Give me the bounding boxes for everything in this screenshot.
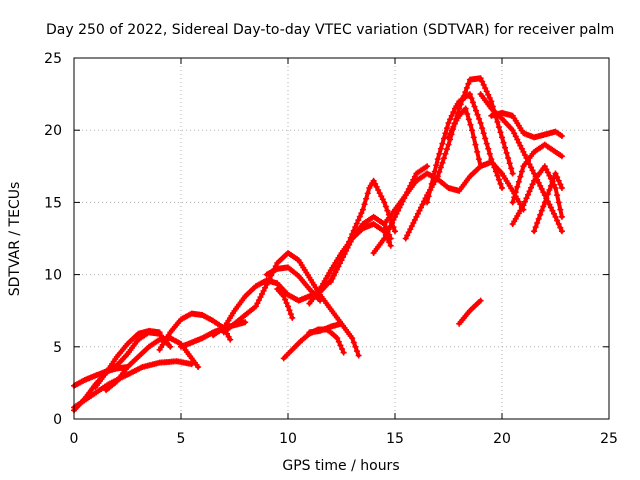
x-axis-label: GPS time / hours [282, 458, 399, 474]
plus-markers [488, 109, 565, 141]
series-arc-21 [445, 105, 484, 170]
y-tick-label: 20 [44, 123, 62, 139]
plot-frame [73, 57, 610, 420]
x-tick-label: 5 [177, 431, 186, 447]
series-arc-26 [509, 163, 565, 228]
series-arc-24 [488, 109, 565, 141]
plus-markers [381, 158, 527, 228]
plus-markers [306, 320, 362, 359]
y-tick-label: 10 [44, 268, 62, 284]
series-arc-05 [103, 335, 202, 394]
series-arc-04 [92, 327, 163, 391]
series-arc-25 [509, 141, 565, 206]
x-tick-label: 10 [279, 431, 297, 447]
series-arc-13 [306, 320, 362, 359]
plus-markers [220, 249, 345, 336]
x-tick-label: 20 [493, 431, 511, 447]
plus-markers [445, 105, 484, 170]
y-tick-label: 5 [53, 340, 62, 356]
axis-ticks: 0 5 10 15 20 25 0 5 10 15 20 25 [44, 51, 618, 447]
plus-markers [274, 286, 296, 321]
x-tick-label: 0 [70, 431, 79, 447]
y-axis-label: SDTVAR / TECUs [7, 182, 23, 297]
y-tick-label: 15 [44, 195, 62, 211]
series-arc-22 [456, 297, 484, 327]
x-tick-label: 25 [600, 431, 618, 447]
plus-markers [531, 170, 565, 235]
plus-markers [509, 163, 565, 228]
series-line [93, 328, 162, 390]
series-arc-20 [424, 91, 505, 206]
x-tick-label: 15 [386, 431, 404, 447]
series-arc-09 [220, 249, 345, 336]
chart-title: Day 250 of 2022, Sidereal Day-to-day VTE… [46, 22, 614, 38]
plus-markers [71, 358, 195, 411]
series-line [72, 359, 194, 410]
plus-markers [456, 297, 484, 327]
series-arc-27 [531, 170, 565, 235]
plus-markers [92, 327, 163, 391]
series-arc-11 [274, 286, 296, 321]
series-arc-18 [381, 158, 527, 228]
series-arc-03 [71, 358, 195, 411]
plus-markers [509, 141, 565, 206]
y-tick-label: 25 [44, 51, 62, 67]
plus-markers [424, 91, 505, 206]
y-tick-label: 0 [53, 412, 62, 428]
data-points [71, 75, 565, 414]
series-arc-10 [263, 264, 324, 304]
